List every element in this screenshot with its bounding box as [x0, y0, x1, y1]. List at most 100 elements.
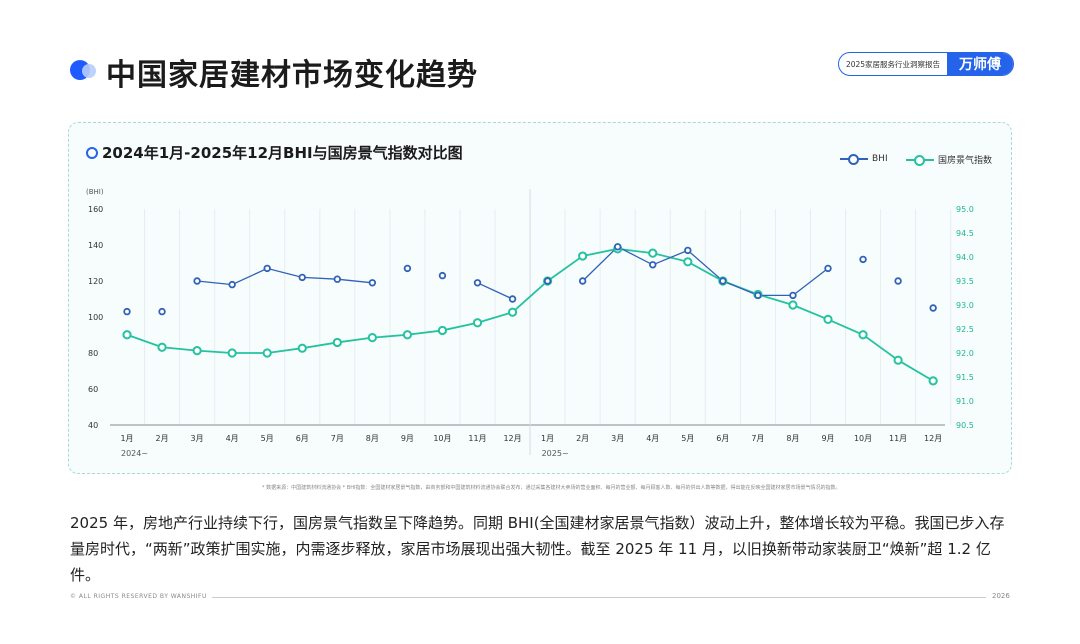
x-tick-label: 1月	[120, 434, 133, 443]
point-bhi	[894, 277, 902, 285]
y-tick-left: 40	[88, 421, 98, 430]
x-tick-label: 8月	[366, 434, 379, 443]
point-bhi	[719, 277, 727, 285]
x-tick-label: 7月	[331, 434, 344, 443]
point-bhi	[754, 291, 762, 300]
x-tick-label: 2月	[576, 434, 589, 443]
point-guofang	[507, 307, 518, 317]
point-guofang	[297, 343, 307, 353]
page-title: 中国家居建材市场变化趋势	[106, 58, 478, 93]
x-tick-label: 5月	[261, 434, 274, 443]
x-tick-label: 6月	[296, 434, 309, 443]
series-line-bhi	[477, 282, 513, 300]
y-tick-right: 94.0	[956, 253, 974, 262]
x-tick-label: 4月	[226, 434, 239, 443]
y-tick-left: 80	[88, 349, 98, 358]
point-guofang	[157, 342, 167, 352]
x-tick-label: 3月	[191, 434, 204, 443]
legend-item-bhi: BHI	[840, 153, 888, 165]
point-guofang	[332, 337, 342, 348]
point-guofang	[858, 330, 868, 340]
point-bhi	[789, 291, 797, 300]
y-tick-left: 120	[88, 277, 103, 286]
report-badge: 2025家居服务行业洞察报告 万师傅	[838, 52, 1014, 76]
point-bhi	[193, 277, 201, 285]
point-guofang	[683, 257, 693, 267]
y-tick-right: 92.5	[956, 325, 974, 334]
point-guofang	[648, 248, 658, 258]
footer-page-number: 2026	[992, 592, 1010, 600]
point-bhi	[333, 275, 341, 283]
x-tick-label: 8月	[786, 434, 799, 443]
x-tick-label: 4月	[646, 434, 659, 443]
legend-item-guofang: 国房景气指数	[906, 153, 992, 166]
y-tick-right: 91.5	[956, 373, 974, 382]
point-bhi	[473, 279, 482, 287]
x-tick-label: 1月	[541, 434, 554, 443]
chart-panel	[68, 122, 1012, 474]
x-tick-label: 9月	[821, 434, 834, 443]
y-tick-right: 91.0	[956, 397, 974, 406]
point-bhi	[684, 246, 692, 255]
y-tick-left: 60	[88, 385, 98, 394]
y-tick-right: 94.5	[956, 229, 974, 238]
footer-divider	[212, 597, 986, 598]
point-guofang	[893, 355, 903, 365]
point-bhi	[438, 271, 447, 280]
brand-logo: 万师傅	[947, 53, 1013, 75]
x-tick-label: 7月	[751, 434, 764, 443]
chart-title: 2024年1月-2025年12月BHI与国房景气指数对比图	[102, 144, 463, 162]
title-dots-icon	[70, 58, 102, 82]
x-tick-label: 12月	[924, 434, 942, 443]
point-guofang	[122, 330, 132, 340]
point-guofang	[472, 318, 483, 328]
point-bhi	[263, 264, 271, 273]
point-bhi	[649, 261, 657, 269]
x-tick-label: 2月	[156, 434, 169, 443]
y-axis-label-left: (BHI)	[86, 188, 104, 196]
point-bhi	[859, 255, 867, 264]
point-bhi	[824, 264, 832, 273]
point-guofang	[367, 333, 377, 343]
point-bhi	[614, 243, 622, 251]
x-tick-label: 9月	[401, 434, 414, 443]
legend-label-guofang: 国房景气指数	[938, 156, 993, 166]
source-note: * 数据来源：中国建筑材料流通协会 * BHI指数：全国建材家居景气指数，由商务…	[262, 485, 841, 491]
point-guofang	[402, 330, 412, 340]
x-tick-label: 11月	[468, 434, 486, 443]
point-bhi	[298, 273, 306, 282]
x-tick-label: 6月	[716, 434, 729, 443]
point-bhi	[929, 304, 937, 312]
series-line-bhi	[582, 246, 829, 297]
point-guofang	[928, 376, 938, 386]
footer-copyright: © ALL RIGHTS RESERVED BY WANSHIFU	[70, 593, 207, 600]
y-tick-right: 90.5	[956, 421, 974, 430]
point-guofang	[227, 348, 237, 358]
x-tick-label: 3月	[611, 434, 624, 443]
point-bhi	[228, 280, 236, 289]
y-tick-right: 95.0	[956, 205, 974, 214]
point-bhi	[508, 295, 517, 303]
point-bhi	[403, 264, 412, 273]
point-bhi	[158, 307, 166, 316]
year-label: 2024~	[121, 449, 148, 458]
point-guofang	[437, 325, 448, 336]
y-tick-left: 160	[88, 205, 103, 214]
x-tick-label: 11月	[889, 434, 907, 443]
y-tick-right: 92.0	[956, 349, 974, 358]
point-guofang	[192, 346, 202, 356]
point-guofang	[262, 348, 272, 358]
point-guofang	[788, 300, 798, 310]
point-bhi	[123, 307, 131, 316]
series-line-bhi	[197, 267, 373, 286]
x-tick-label: 5月	[681, 434, 694, 443]
point-guofang	[823, 314, 833, 324]
point-bhi	[578, 277, 587, 285]
series-line-guofang	[126, 247, 934, 382]
point-bhi	[543, 277, 552, 285]
x-tick-label: 10月	[433, 434, 451, 443]
ring-icon	[86, 147, 98, 159]
x-tick-label: 12月	[503, 434, 521, 443]
legend-label-bhi: BHI	[872, 154, 888, 164]
